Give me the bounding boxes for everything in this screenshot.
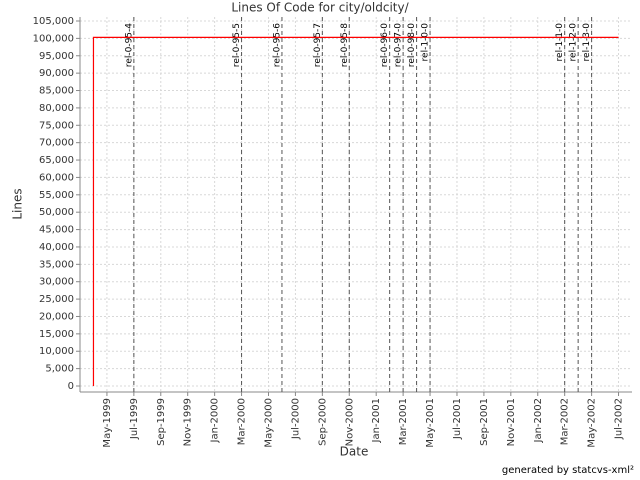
release-label: rel-0-95-7 (313, 23, 323, 67)
x-tick-label: Nov-2000 (344, 398, 355, 446)
y-tick-label: 10,000 (39, 346, 74, 357)
y-tick-label: 70,000 (39, 138, 74, 149)
y-tick-label: 45,000 (39, 225, 74, 236)
x-axis-label: Date (340, 445, 369, 459)
x-tick-label: Mar-2001 (398, 398, 409, 445)
x-tick-label: Mar-2002 (560, 398, 571, 445)
x-tick-label: Jan-2002 (533, 398, 544, 443)
y-tick-label: 75,000 (39, 120, 74, 131)
release-label: rel-0-96-0 (380, 23, 390, 67)
release-label: rel-0-95-8 (340, 23, 350, 67)
y-axis-label: Lines (11, 188, 25, 219)
plot-area (80, 17, 632, 392)
release-label: rel-1-3-0 (582, 23, 592, 62)
y-tick-label: 90,000 (39, 68, 74, 79)
x-tick-label: Jul-2001 (452, 398, 463, 440)
x-tick-label: Sep-2000 (317, 398, 328, 446)
x-tick-label: May-2002 (587, 398, 598, 448)
x-tick-label: Jul-2000 (290, 398, 301, 440)
y-tick-label: 20,000 (39, 311, 74, 322)
chart-title: Lines Of Code for city/oldcity/ (231, 1, 409, 15)
y-tick-label: 5,000 (45, 364, 74, 375)
y-tick-label: 30,000 (39, 277, 74, 288)
y-tick-label: 85,000 (39, 86, 74, 97)
release-label: rel-0-97-0 (394, 23, 404, 67)
y-tick-label: 80,000 (39, 103, 74, 114)
y-tick-label: 40,000 (39, 242, 74, 253)
release-label: rel-1-2-0 (569, 23, 579, 62)
y-tick-label: 55,000 (39, 190, 74, 201)
y-tick-label: 100,000 (33, 33, 74, 44)
x-tick-label: Mar-2000 (237, 398, 248, 445)
y-tick-label: 95,000 (39, 51, 74, 62)
release-label: rel-0-95-4 (124, 23, 134, 67)
x-tick-label: Nov-1999 (183, 398, 194, 446)
x-tick-label: Sep-1999 (156, 398, 167, 446)
x-tick-label: May-1999 (102, 398, 113, 448)
y-tick-label: 15,000 (39, 329, 74, 340)
x-tick-label: Sep-2001 (479, 398, 490, 446)
x-tick-label: Jan-2000 (210, 398, 221, 443)
release-label: rel-1-1-0 (555, 23, 565, 62)
release-label: rel-0-95-6 (272, 23, 282, 67)
y-tick-label: 50,000 (39, 207, 74, 218)
y-tick-label: 60,000 (39, 172, 74, 183)
y-tick-label: 65,000 (39, 155, 74, 166)
release-label: rel-0-98-0 (407, 23, 417, 67)
x-tick-label: Nov-2001 (506, 398, 517, 446)
footer: generated by statcvs-xml² (502, 465, 634, 476)
data-line (92, 36, 619, 386)
y-tick-label: 25,000 (39, 294, 74, 305)
y-tick-label: 105,000 (33, 16, 74, 27)
x-tick-label: Jan-2001 (371, 398, 382, 443)
release-label: rel-0-95-5 (232, 23, 242, 67)
y-tick-label: 35,000 (39, 259, 74, 270)
x-tick-label: May-2000 (263, 398, 274, 448)
y-tick-label: 0 (68, 381, 74, 392)
x-tick-label: May-2001 (425, 398, 436, 448)
x-tick-label: Jul-1999 (129, 398, 140, 440)
x-tick-label: Jul-2002 (614, 398, 625, 440)
release-label: rel-1-0-0 (421, 23, 431, 62)
